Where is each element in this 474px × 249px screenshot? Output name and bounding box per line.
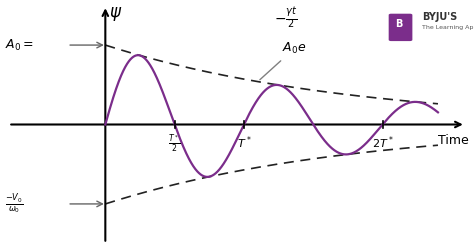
Text: $A_0 =$: $A_0 =$ [5,38,34,53]
Text: $2T^*$: $2T^*$ [372,134,393,151]
Text: $\frac{-V_0}{\omega_0}$: $\frac{-V_0}{\omega_0}$ [5,192,23,216]
Text: BYJU'S: BYJU'S [422,12,457,22]
Text: B: B [395,19,403,29]
Text: $A_0e$: $A_0e$ [260,41,306,80]
Text: The Learning App: The Learning App [422,25,474,30]
Text: $-\frac{\gamma t}{2}$: $-\frac{\gamma t}{2}$ [274,5,297,31]
Text: $\frac{T^*}{2}$: $\frac{T^*}{2}$ [168,134,181,154]
Text: Time: Time [438,134,469,147]
Text: $\psi$: $\psi$ [109,5,122,23]
Text: $T^*$: $T^*$ [237,134,251,151]
